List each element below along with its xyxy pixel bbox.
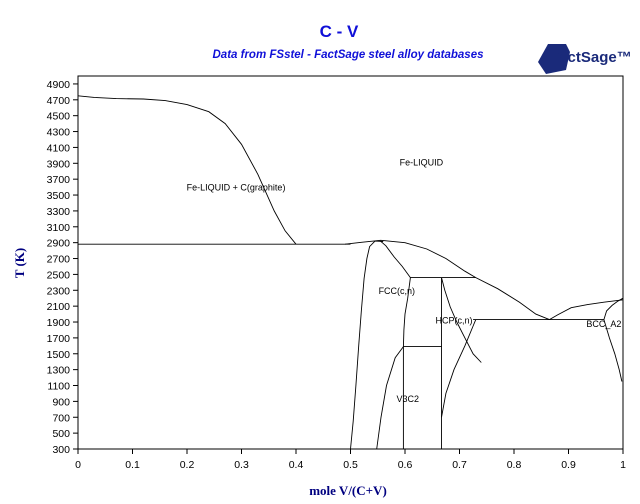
region-label-2: Fe-LIQUID (400, 158, 444, 168)
y-tick-label: 4700 (47, 95, 71, 107)
phase-boundary-17 (603, 297, 624, 320)
y-tick-label: 3700 (47, 174, 71, 186)
phase-boundary-14 (441, 277, 482, 363)
y-tick-label: 900 (52, 396, 70, 408)
y-axis-label: T (K) (12, 248, 27, 278)
y-tick-label: 2100 (47, 301, 71, 313)
y-tick-label: 3300 (47, 206, 71, 218)
x-tick-label: 0.4 (289, 459, 304, 471)
y-tick-label: 2700 (47, 254, 71, 266)
region-label-3: FCC(c,n) (379, 286, 416, 296)
y-tick-label: 700 (52, 412, 70, 424)
x-axis-ticks: 0 0.1 0.2 0.3 0.4 0.5 0.6 0.7 0.8 0.9 1 (75, 449, 626, 471)
logo-text: FactSage™ (550, 49, 632, 66)
y-tick-label: 1300 (47, 365, 71, 377)
factsage-logo: FactSage™ (538, 44, 632, 74)
x-tick-label: 0.3 (234, 459, 249, 471)
region-label-5: V3C2 (396, 394, 419, 404)
phase-boundary-4 (475, 277, 550, 321)
y-tick-label: 3900 (47, 158, 71, 170)
y-tick-label: 4900 (47, 79, 71, 91)
phase-boundary-5 (549, 299, 624, 320)
chart-subtitle: Data from FSstel - FactSage steel alloy … (213, 49, 484, 61)
x-tick-label: 0.2 (180, 459, 195, 471)
phase-boundaries (77, 95, 624, 450)
x-tick-label: 0.7 (452, 459, 467, 471)
region-label-4: HCP(c,n) (436, 316, 473, 326)
y-tick-label: 1500 (47, 349, 71, 361)
x-tick-label: 0.1 (125, 459, 140, 471)
y-tick-label: 3100 (47, 222, 71, 234)
phase-boundary-1 (77, 95, 297, 245)
y-tick-label: 1700 (47, 333, 71, 345)
region-label-6: BCC_A2 (586, 319, 621, 329)
y-tick-label: 1900 (47, 317, 71, 329)
phase-boundary-3 (345, 239, 477, 278)
phase-boundary-6 (350, 240, 384, 450)
x-tick-label: 0.6 (398, 459, 413, 471)
y-tick-label: 300 (52, 444, 70, 456)
y-tick-label: 4300 (47, 127, 71, 139)
x-tick-label: 0.9 (561, 459, 576, 471)
chart-title: C - V (320, 22, 359, 41)
y-tick-label: 3500 (47, 190, 71, 202)
phase-boundary-15 (441, 319, 477, 418)
x-tick-label: 1 (620, 459, 626, 471)
region-label-1: Fe-LIQUID + C(graphite) (187, 182, 286, 192)
plot-frame (77, 75, 624, 450)
y-tick-label: 4500 (47, 111, 71, 123)
x-tick-label: 0 (75, 459, 81, 471)
x-tick-label: 0.5 (343, 459, 358, 471)
x-axis-label: mole V/(C+V) (309, 483, 387, 498)
y-tick-label: 4100 (47, 142, 71, 154)
y-tick-label: 1100 (47, 381, 70, 393)
y-tick-label: 2300 (47, 285, 71, 297)
y-axis-ticks: 300 500 700 900 1100 1300 1500 1700 1900 2100 2300… (47, 79, 78, 456)
phase-boundary-8 (402, 277, 411, 347)
y-tick-label: 500 (52, 428, 70, 440)
phase-boundary-7 (380, 240, 411, 278)
phase-boundary-9 (376, 346, 404, 450)
y-tick-label: 2900 (47, 238, 71, 250)
logo-emblem (538, 44, 570, 74)
phase-boundary-18 (603, 319, 623, 382)
y-tick-label: 2500 (47, 269, 71, 281)
phase-region-labels: Fe-LIQUID + C(graphite) Fe-LIQUID FCC(c,n)… (187, 158, 622, 404)
x-tick-label: 0.8 (507, 459, 522, 471)
